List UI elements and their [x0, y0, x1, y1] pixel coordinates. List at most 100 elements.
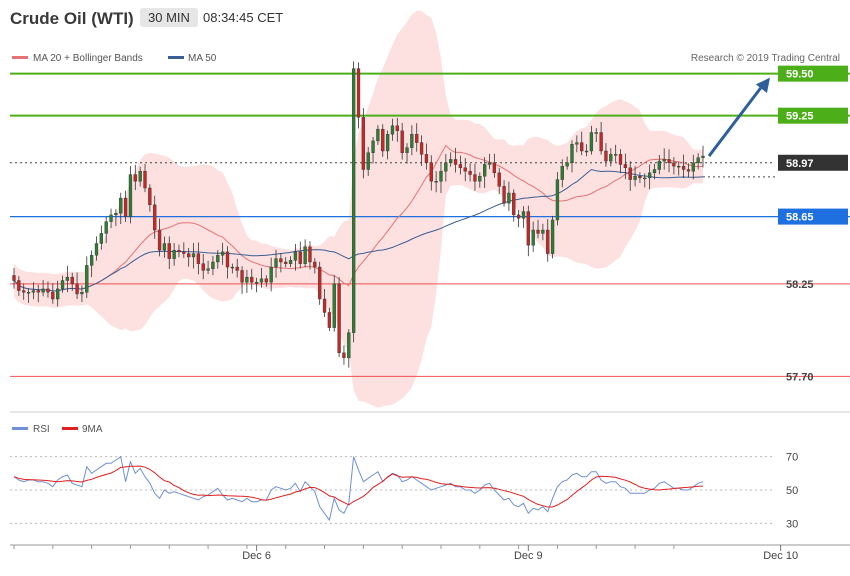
rsi-legend-label: RSI	[33, 424, 50, 435]
candle-body	[638, 176, 642, 179]
candle-body	[657, 160, 661, 170]
candle-body	[444, 162, 448, 172]
candle-body	[356, 68, 361, 118]
timestamp: 08:34:45 CET	[203, 10, 284, 25]
timeframe-badge[interactable]: 30 MIN	[140, 8, 198, 27]
candle-body	[453, 159, 458, 165]
candle-body	[463, 167, 467, 172]
candle-body	[652, 169, 657, 174]
candle-body	[322, 298, 327, 313]
rsi-line	[13, 455, 704, 522]
candle-body	[371, 140, 375, 153]
candle-body	[109, 214, 113, 222]
candle-body	[575, 142, 579, 145]
candle-body	[80, 292, 84, 295]
candle-body	[303, 246, 307, 264]
candle-body	[555, 179, 560, 221]
candle-body	[492, 162, 497, 174]
level-lines-layer	[10, 72, 850, 377]
candle-body	[337, 283, 341, 354]
level-tag-bg-59-50	[778, 65, 848, 82]
research-credit: Research © 2019 Trading Central	[691, 53, 840, 64]
ma50-legend-label: MA 50	[188, 53, 217, 64]
candle-body	[623, 164, 628, 169]
level-tag-58-97: 58.97	[786, 158, 814, 170]
candle-body	[143, 170, 147, 189]
level-tag-bg-59-25	[778, 107, 848, 124]
forecast-arrow-head	[755, 77, 770, 93]
level-tag-59-25: 59.25	[786, 111, 814, 123]
candle-body	[99, 233, 103, 244]
candle-body	[502, 186, 506, 204]
candle-body	[327, 312, 332, 328]
candle-body	[177, 250, 181, 253]
candle-body	[235, 266, 239, 271]
candle-body	[516, 214, 521, 219]
candle-body	[604, 150, 608, 162]
candle-body	[162, 243, 167, 251]
level-tag-bg-58-65	[778, 208, 848, 225]
candle-body	[17, 280, 21, 291]
candle-body	[46, 288, 50, 293]
candle-body	[482, 164, 487, 177]
candle-body	[157, 229, 162, 251]
rsi-ma-line	[13, 465, 704, 508]
candle-body	[191, 253, 196, 258]
ma50-legend-swatch	[168, 56, 184, 59]
candle-body	[390, 125, 395, 135]
candle-body	[405, 147, 409, 153]
candle-body	[487, 162, 492, 165]
candle-body	[633, 176, 637, 180]
candle-body	[153, 204, 157, 231]
candle-body	[550, 219, 555, 254]
candle-body	[288, 260, 293, 264]
x-label-dec-10: Dec 10	[763, 550, 798, 562]
ma50-line	[13, 168, 704, 292]
candle-body	[75, 283, 79, 295]
x-label-dec-9: Dec 9	[514, 550, 543, 562]
candle-body	[580, 142, 584, 152]
candle-body	[696, 157, 700, 163]
candle-body	[599, 132, 603, 152]
rsi-tick-50: 50	[786, 485, 798, 497]
candle-body	[410, 133, 414, 148]
candle-body	[12, 275, 16, 281]
candle-body	[541, 229, 545, 234]
forecast-arrow-layer	[707, 77, 770, 157]
candle-body	[468, 170, 472, 175]
forecast-arrow-shaft	[707, 82, 766, 157]
candle-body	[526, 211, 530, 246]
candle-body	[376, 128, 380, 142]
ma20-legend-label: MA 20 + Bollinger Bands	[33, 53, 143, 64]
candle-body	[439, 170, 443, 182]
rsi-panel-layer: 30 50 70	[10, 452, 798, 530]
candle-body	[424, 154, 429, 163]
ma20-line	[13, 144, 704, 292]
candle-body	[347, 332, 351, 359]
candle-body	[458, 164, 463, 169]
candle-body	[89, 255, 94, 266]
bollinger-band-layer	[14, 10, 703, 408]
candle-body	[172, 250, 176, 259]
candle-body	[259, 278, 264, 283]
candle-body	[677, 165, 681, 168]
candle-body	[206, 268, 210, 271]
candle-body	[429, 162, 433, 182]
candle-body	[672, 162, 676, 167]
candle-body	[216, 255, 220, 263]
bollinger-band-area	[14, 10, 703, 408]
candle-body	[196, 253, 201, 264]
candle-body	[614, 154, 618, 156]
candle-body	[293, 251, 298, 261]
moving-average-layer	[13, 144, 775, 292]
candle-body	[279, 258, 283, 263]
candle-body	[220, 251, 225, 256]
candle-body	[114, 213, 118, 216]
candle-body	[351, 68, 356, 333]
candle-body	[478, 176, 482, 182]
candle-body	[400, 130, 404, 153]
candle-body	[41, 288, 45, 293]
candle-body	[269, 266, 273, 283]
